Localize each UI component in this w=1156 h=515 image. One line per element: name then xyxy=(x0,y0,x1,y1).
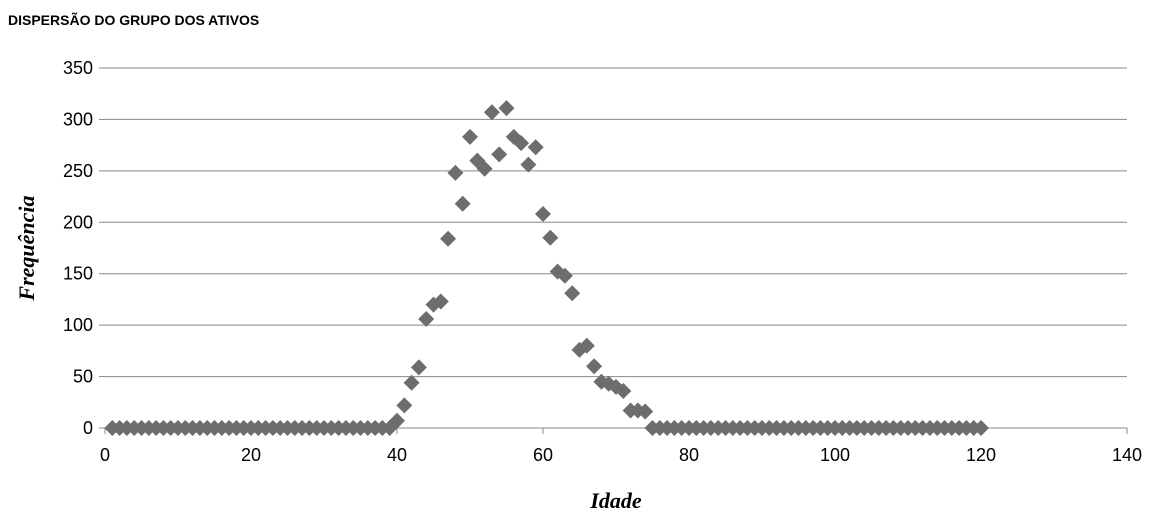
x-tick-label: 80 xyxy=(679,445,699,465)
data-point xyxy=(454,195,471,212)
x-tick-label: 40 xyxy=(387,445,407,465)
y-axis-ticks: 0 50 100 150 200 250 300 350 xyxy=(63,58,105,438)
x-tick-label: 60 xyxy=(533,445,553,465)
y-tick-label: 250 xyxy=(63,161,93,181)
data-point xyxy=(535,206,551,223)
data-point xyxy=(973,420,989,436)
data-point xyxy=(637,403,654,420)
y-tick-label: 50 xyxy=(73,367,93,387)
data-point xyxy=(556,267,573,284)
data-point xyxy=(432,293,449,310)
y-tick-label: 100 xyxy=(63,315,93,335)
data-point xyxy=(396,397,413,414)
data-point xyxy=(586,358,603,375)
data-point xyxy=(418,310,435,327)
data-point xyxy=(542,229,559,246)
x-tick-label: 100 xyxy=(820,445,850,465)
y-tick-label: 300 xyxy=(63,109,93,129)
data-point xyxy=(491,146,508,163)
chart-title: DISPERSÃO DO GRUPO DOS ATIVOS xyxy=(8,12,260,28)
data-point xyxy=(462,128,478,145)
x-axis-title: Idade xyxy=(589,488,642,513)
data-point xyxy=(513,135,530,152)
gridlines xyxy=(105,67,1127,429)
data-point xyxy=(564,285,581,302)
y-tick-label: 200 xyxy=(63,212,93,232)
x-axis-ticks: 0 20 40 60 80 100 120 140 xyxy=(100,428,1142,465)
data-point xyxy=(403,374,420,391)
x-tick-label: 20 xyxy=(241,445,261,465)
data-point xyxy=(389,412,405,429)
x-tick-label: 120 xyxy=(966,445,996,465)
y-axis-title: Frequência xyxy=(14,195,39,301)
y-tick-label: 350 xyxy=(63,58,93,78)
x-tick-label: 0 xyxy=(100,445,110,465)
x-tick-label: 140 xyxy=(1112,445,1142,465)
data-point xyxy=(615,382,632,399)
data-point xyxy=(527,139,544,156)
data-point xyxy=(578,337,595,354)
y-tick-label: 0 xyxy=(83,418,93,438)
data-point xyxy=(440,230,457,247)
data-point xyxy=(483,104,500,121)
y-tick-label: 150 xyxy=(63,264,93,284)
data-point xyxy=(520,156,537,173)
data-points xyxy=(104,100,989,436)
data-point xyxy=(447,164,464,181)
data-point xyxy=(410,359,427,376)
data-point xyxy=(476,160,493,177)
data-point xyxy=(498,100,515,117)
